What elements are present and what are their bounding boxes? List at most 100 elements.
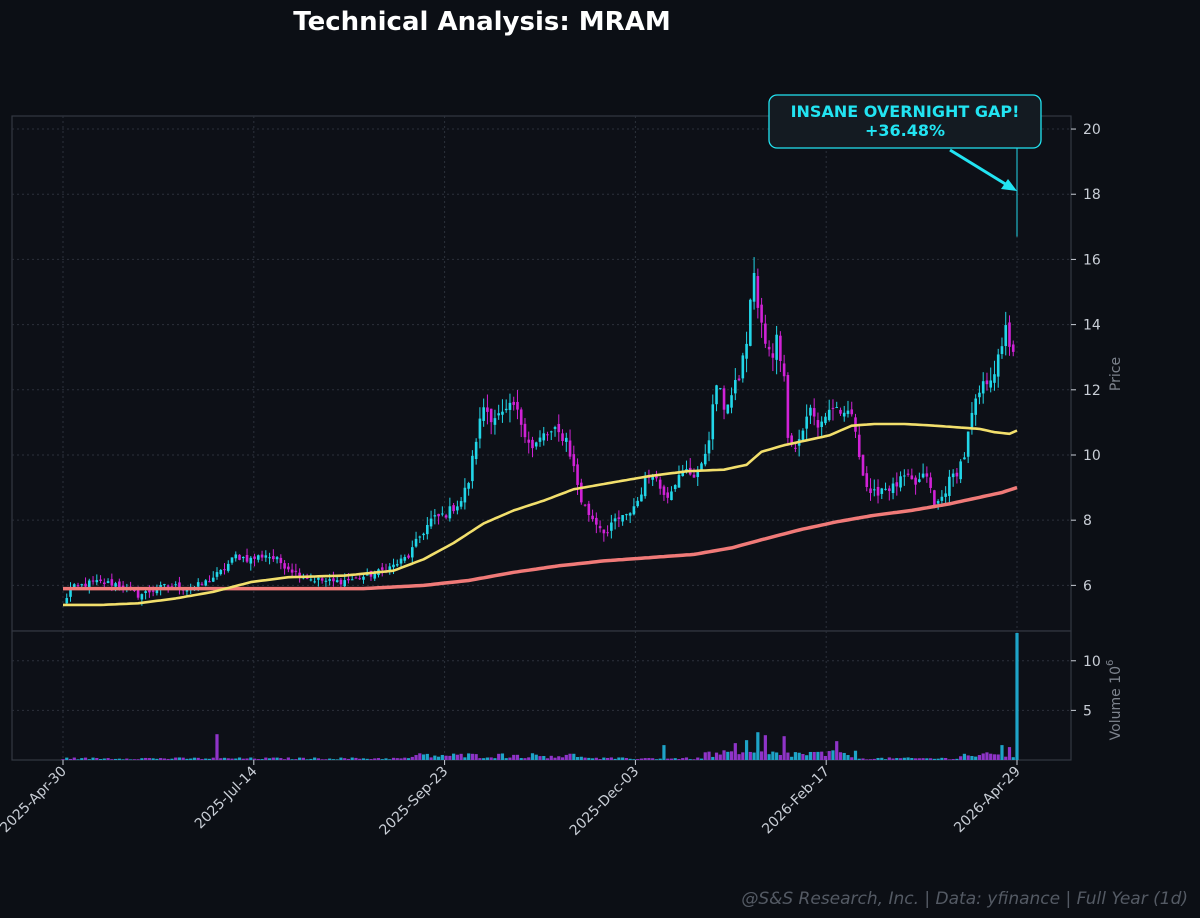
volume-bar xyxy=(587,757,591,760)
volume-bar xyxy=(95,758,99,760)
annotation-box xyxy=(768,94,1042,149)
candle-body xyxy=(456,506,459,511)
volume-bar xyxy=(628,758,632,760)
candle-body xyxy=(869,488,872,494)
volume-bar xyxy=(151,758,155,760)
volume-bar xyxy=(65,757,69,760)
candle-body xyxy=(651,476,654,480)
volume-bar xyxy=(504,758,508,760)
annotation-arrow-shaft xyxy=(949,148,1008,187)
candle-body xyxy=(343,580,346,587)
volume-bar xyxy=(748,751,752,760)
candle-body xyxy=(433,515,437,517)
candle-body xyxy=(426,524,429,535)
volume-bar xyxy=(677,759,681,760)
volume-bar xyxy=(207,758,212,760)
volume-bar xyxy=(305,759,309,760)
candle-body xyxy=(298,572,301,578)
volume-bar xyxy=(448,755,452,760)
volume-bar xyxy=(917,758,921,760)
volume-bar xyxy=(436,756,441,760)
volume-bar xyxy=(699,758,704,760)
candle-body xyxy=(350,579,354,581)
volume-bar xyxy=(771,751,775,760)
candle-body xyxy=(185,589,189,592)
volume-bar xyxy=(192,757,197,760)
candle-body xyxy=(985,380,989,385)
volume-bar xyxy=(752,752,756,760)
candle-body xyxy=(583,504,587,506)
candle-body xyxy=(767,346,771,350)
price-y-axis: 6 8 10 12 14 16 18 20 xyxy=(1071,122,1101,594)
candle-body xyxy=(662,486,666,495)
candle-body xyxy=(921,473,925,478)
volume-bar xyxy=(275,757,279,760)
volume-bar xyxy=(286,757,290,760)
volume-bar xyxy=(519,758,523,760)
volume-bar xyxy=(966,755,970,760)
candle-body xyxy=(703,453,707,465)
volume-y-axis: 5 10 xyxy=(1071,654,1101,719)
volume-bar xyxy=(921,758,925,760)
candle-body xyxy=(174,584,177,586)
volume-bar xyxy=(403,757,407,760)
volume-bar xyxy=(155,758,159,760)
candle-body xyxy=(148,590,151,593)
candle-body xyxy=(790,435,793,445)
volume-bar xyxy=(846,755,850,760)
candle-body xyxy=(741,355,745,379)
candle-body xyxy=(974,398,977,415)
volume-bar xyxy=(489,757,493,760)
candle-body xyxy=(718,388,722,390)
candle-body xyxy=(290,569,294,573)
volume-bar xyxy=(564,754,568,760)
volume-bar xyxy=(662,745,666,760)
volume-bar xyxy=(891,758,895,760)
volume-bar xyxy=(343,758,347,760)
candle-body xyxy=(519,409,523,425)
volume-bar xyxy=(741,752,745,760)
volume-bar xyxy=(459,753,463,760)
candle-body xyxy=(779,335,782,361)
volume-bar xyxy=(72,757,76,760)
volume-bar xyxy=(267,758,272,760)
candle-body xyxy=(283,563,286,569)
candle-body xyxy=(944,493,947,497)
candle-body xyxy=(617,517,621,519)
candle-body xyxy=(1008,322,1011,347)
candle-body xyxy=(211,577,215,582)
volume-bar xyxy=(508,757,512,760)
volume-bar xyxy=(805,755,809,760)
volume-bar xyxy=(974,756,978,760)
candle-body xyxy=(238,554,241,560)
volume-bar xyxy=(523,758,527,760)
volume-bar xyxy=(264,757,268,760)
volume-bar xyxy=(579,756,583,760)
candle-body xyxy=(598,526,602,529)
volume-bar xyxy=(853,750,858,760)
candle-body xyxy=(978,392,981,398)
candle-body xyxy=(497,413,500,416)
volume-bar xyxy=(985,752,989,760)
volume-bar xyxy=(744,740,749,760)
candle-body xyxy=(459,501,463,507)
volume-bar xyxy=(940,757,944,760)
volume-bar xyxy=(756,732,760,760)
candle-body xyxy=(200,583,204,585)
volume-bar xyxy=(733,743,737,760)
candle-body xyxy=(414,538,418,547)
candle-body xyxy=(253,556,256,559)
candle-body xyxy=(226,563,230,571)
candle-body xyxy=(643,476,647,497)
volume-bar xyxy=(910,758,914,760)
volume-bar xyxy=(467,753,471,760)
candle-body xyxy=(576,464,579,485)
volume-bar xyxy=(658,758,662,760)
volume-bar xyxy=(944,757,948,760)
candle-body xyxy=(328,579,331,581)
candle-body xyxy=(782,363,786,377)
candle-body xyxy=(527,439,531,443)
candle-body xyxy=(737,378,741,381)
volume-bar xyxy=(102,758,106,760)
volume-bar xyxy=(887,757,891,760)
